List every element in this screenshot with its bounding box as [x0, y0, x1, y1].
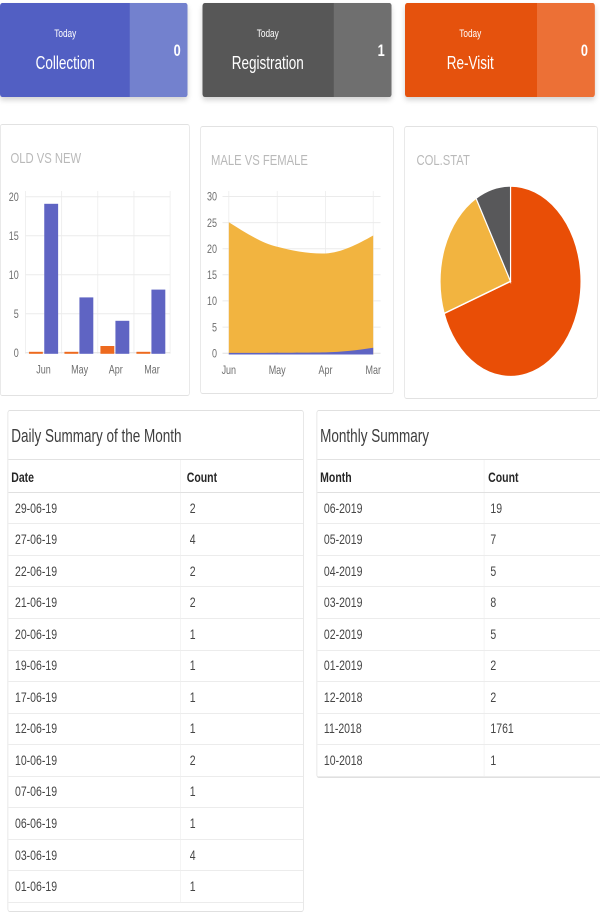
- svg-text:0: 0: [14, 347, 19, 361]
- svg-text:20: 20: [9, 191, 19, 205]
- svg-text:May: May: [71, 363, 89, 377]
- svg-text:5: 5: [212, 321, 217, 335]
- svg-text:Mar: Mar: [366, 363, 382, 377]
- svg-text:0: 0: [212, 347, 217, 361]
- svg-text:Jun: Jun: [222, 363, 237, 377]
- svg-text:May: May: [269, 363, 287, 377]
- svg-text:25: 25: [207, 216, 217, 230]
- svg-text:5: 5: [14, 308, 19, 322]
- svg-text:10: 10: [207, 294, 217, 308]
- svg-text:Apr: Apr: [319, 363, 333, 377]
- svg-text:10: 10: [9, 269, 19, 283]
- svg-text:Jun: Jun: [36, 363, 51, 377]
- svg-text:Apr: Apr: [109, 363, 123, 377]
- svg-text:15: 15: [9, 230, 19, 244]
- svg-text:Mar: Mar: [144, 363, 160, 377]
- svg-text:15: 15: [207, 268, 217, 282]
- svg-text:30: 30: [207, 190, 217, 204]
- svg-text:20: 20: [207, 242, 217, 256]
